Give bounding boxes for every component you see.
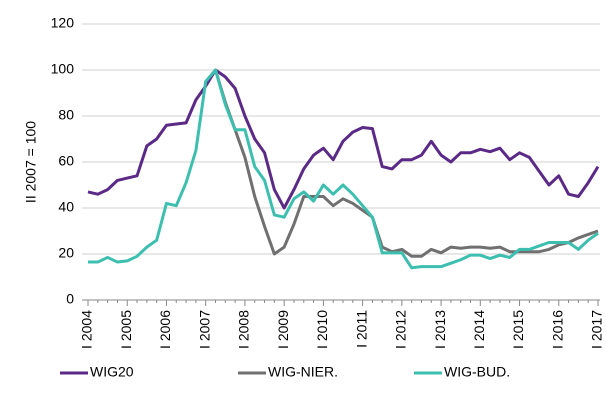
y-axis-label: II 2007 = 100 [23,121,39,203]
x-tick-label: I 2012 [393,310,409,349]
x-tick-label: I 2008 [236,310,252,349]
series-line [88,68,599,270]
x-tick-label: I 2005 [118,310,134,349]
y-tick-label: 80 [58,107,74,123]
y-tick-label: 60 [58,153,74,169]
x-tick-label: I 2010 [314,310,330,349]
x-tick-label: I 2009 [275,310,291,349]
legend-label: WIG20 [90,364,134,380]
x-tick-label: I 2004 [79,310,95,349]
x-tick-label: I 2006 [157,310,173,349]
x-tick-label: I 2007 [196,310,212,349]
x-tick-label: I 2013 [432,310,448,349]
x-tick-label: I 2014 [471,310,487,349]
y-tick-label: 20 [58,245,74,261]
series-line [87,68,600,210]
x-tick-label: I 2011 [353,310,369,348]
x-tick-label: I 2017 [589,310,605,349]
x-tick-label: I 2015 [510,310,526,349]
y-tick-label: 120 [51,15,75,31]
y-tick-label: 40 [58,199,74,215]
x-tick-label: I 2016 [549,310,565,349]
legend-label: WIG-BUD. [444,364,510,380]
y-tick-label: 100 [51,61,75,77]
legend-label: WIG-NIER. [268,364,338,380]
y-tick-label: 0 [66,291,74,307]
series-line [214,69,599,258]
